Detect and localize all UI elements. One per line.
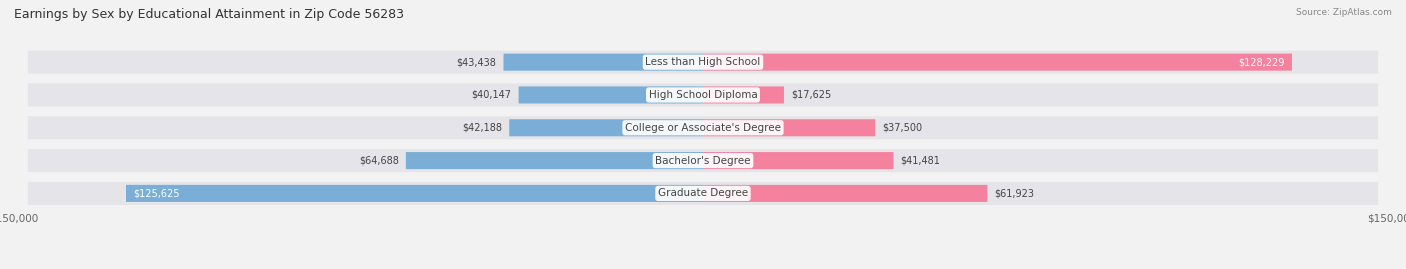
- Text: Earnings by Sex by Educational Attainment in Zip Code 56283: Earnings by Sex by Educational Attainmen…: [14, 8, 404, 21]
- FancyBboxPatch shape: [28, 182, 1378, 205]
- Text: Source: ZipAtlas.com: Source: ZipAtlas.com: [1296, 8, 1392, 17]
- FancyBboxPatch shape: [28, 51, 1378, 74]
- Text: $37,500: $37,500: [882, 123, 922, 133]
- FancyBboxPatch shape: [28, 116, 1378, 139]
- FancyBboxPatch shape: [509, 119, 703, 136]
- Text: Bachelor's Degree: Bachelor's Degree: [655, 155, 751, 166]
- Text: Less than High School: Less than High School: [645, 57, 761, 67]
- FancyBboxPatch shape: [519, 86, 703, 104]
- FancyBboxPatch shape: [703, 152, 894, 169]
- FancyBboxPatch shape: [127, 185, 703, 202]
- FancyBboxPatch shape: [406, 152, 703, 169]
- FancyBboxPatch shape: [28, 149, 1378, 172]
- FancyBboxPatch shape: [703, 119, 875, 136]
- Text: $40,147: $40,147: [472, 90, 512, 100]
- Text: $43,438: $43,438: [457, 57, 496, 67]
- FancyBboxPatch shape: [503, 54, 703, 71]
- Text: $17,625: $17,625: [790, 90, 831, 100]
- Text: $125,625: $125,625: [134, 188, 180, 199]
- FancyBboxPatch shape: [703, 86, 785, 104]
- FancyBboxPatch shape: [703, 54, 1292, 71]
- Text: Graduate Degree: Graduate Degree: [658, 188, 748, 199]
- Text: $42,188: $42,188: [463, 123, 502, 133]
- Text: $41,481: $41,481: [900, 155, 941, 166]
- FancyBboxPatch shape: [703, 185, 987, 202]
- Text: College or Associate's Degree: College or Associate's Degree: [626, 123, 780, 133]
- Text: $64,688: $64,688: [359, 155, 399, 166]
- Text: $61,923: $61,923: [994, 188, 1035, 199]
- FancyBboxPatch shape: [28, 83, 1378, 107]
- Text: High School Diploma: High School Diploma: [648, 90, 758, 100]
- Text: $128,229: $128,229: [1239, 57, 1285, 67]
